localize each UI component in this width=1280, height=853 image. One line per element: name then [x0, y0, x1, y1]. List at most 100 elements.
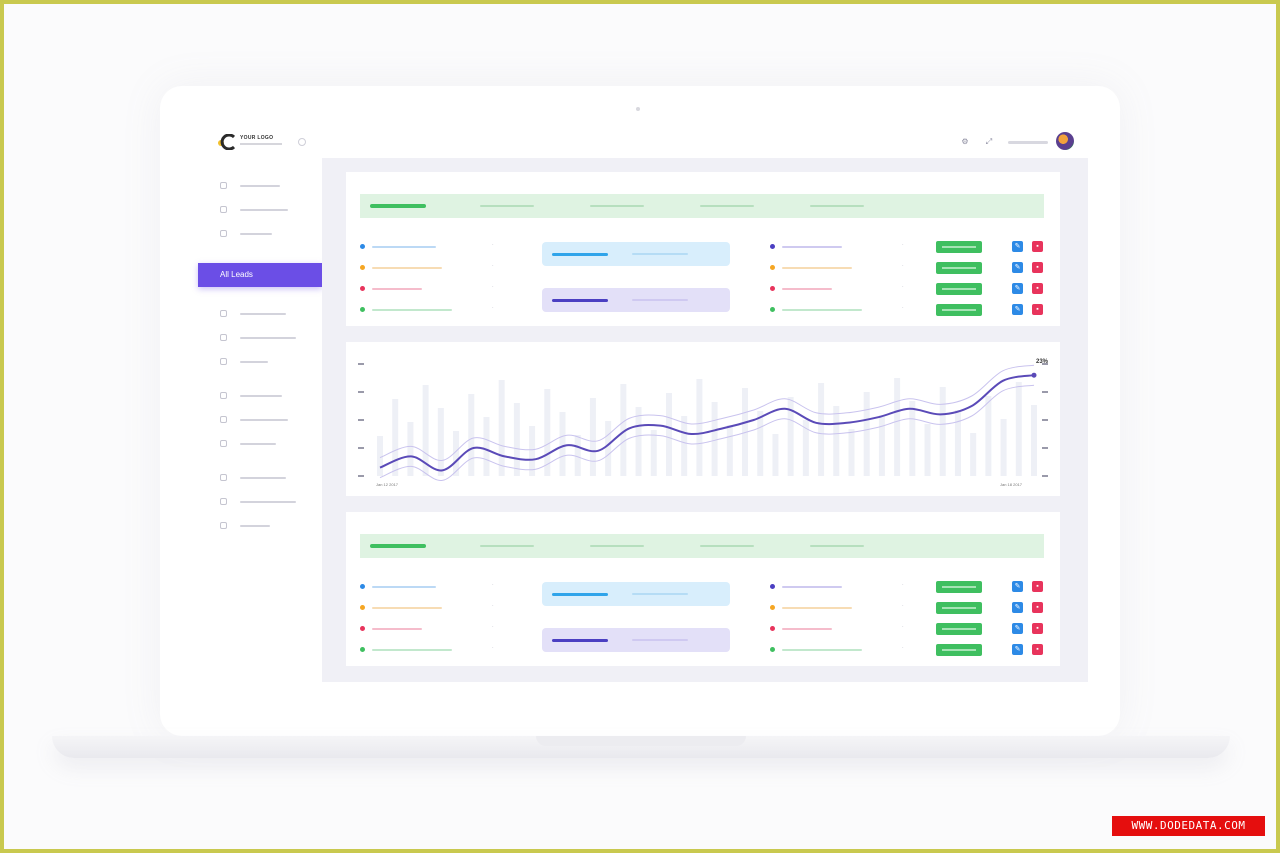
- x-end-label: Jan 18 2017: [1000, 482, 1023, 487]
- tab[interactable]: [810, 545, 864, 547]
- status-badge[interactable]: [936, 602, 982, 614]
- chart-background-bar: [742, 388, 749, 476]
- chart-background-bar: [422, 385, 429, 476]
- row-value: ·: [902, 582, 904, 588]
- pill-label: [632, 253, 688, 255]
- chart-background-bar: [726, 425, 733, 476]
- watermark: WWW.DODEDATA.COM: [1112, 816, 1265, 836]
- tab[interactable]: [590, 205, 644, 207]
- sidebar-item[interactable]: [220, 332, 320, 344]
- sidebar-item[interactable]: [220, 390, 320, 402]
- menu-toggle-icon[interactable]: [298, 138, 306, 146]
- chart-background-bar: [392, 399, 399, 476]
- y-tick: [1042, 363, 1048, 365]
- pill-bar: [552, 593, 608, 596]
- tab[interactable]: [480, 205, 534, 207]
- status-dot: [360, 307, 365, 312]
- edit-icon[interactable]: ✎: [1012, 602, 1023, 613]
- delete-icon[interactable]: ▪: [1032, 623, 1043, 634]
- row-value: ·: [902, 624, 904, 630]
- list-item: ·: [770, 603, 920, 613]
- edit-icon[interactable]: ✎: [1012, 304, 1023, 315]
- chart-background-bar: [696, 379, 703, 476]
- edit-icon[interactable]: ✎: [1012, 262, 1023, 273]
- avatar[interactable]: [1056, 132, 1074, 150]
- tab[interactable]: [590, 545, 644, 547]
- sidebar-item[interactable]: [220, 520, 320, 532]
- chart-background-bar: [498, 380, 505, 476]
- list-item: ·: [770, 624, 920, 634]
- tab[interactable]: [700, 205, 754, 207]
- tab[interactable]: [810, 205, 864, 207]
- status-dot: [770, 626, 775, 631]
- sidebar-item[interactable]: [220, 356, 320, 368]
- list-item: ·: [770, 263, 920, 273]
- row-value: ·: [902, 603, 904, 609]
- tab-active[interactable]: [370, 204, 426, 208]
- sidebar-item[interactable]: [220, 204, 320, 216]
- delete-icon[interactable]: ▪: [1032, 241, 1043, 252]
- gear-icon[interactable]: ⚙: [961, 137, 969, 146]
- row-label: [782, 267, 852, 269]
- row-value: ·: [492, 624, 494, 630]
- row-value: ·: [902, 242, 904, 248]
- sidebar-item[interactable]: [220, 228, 320, 240]
- delete-icon[interactable]: ▪: [1032, 262, 1043, 273]
- user-name[interactable]: [1008, 141, 1048, 144]
- delete-icon[interactable]: ▪: [1032, 304, 1043, 315]
- sidebar-item-all-leads[interactable]: All Leads: [198, 263, 322, 287]
- status-badge-label: [942, 586, 976, 588]
- edit-icon[interactable]: ✎: [1012, 581, 1023, 592]
- y-tick: [358, 419, 364, 421]
- sidebar-item[interactable]: [220, 308, 320, 320]
- nav-item-label: [240, 525, 270, 527]
- tab[interactable]: [480, 545, 534, 547]
- nav-item-icon: [220, 358, 227, 365]
- leads-card-top: · · · · · · · · ✎ ▪ ✎ ▪ ✎ ▪ ✎ ▪: [346, 172, 1060, 326]
- status-badge[interactable]: [936, 304, 982, 316]
- edit-icon[interactable]: ✎: [1012, 623, 1023, 634]
- list-item: ·: [360, 582, 510, 592]
- row-label: [782, 309, 862, 311]
- row-label: [372, 628, 422, 630]
- edit-icon[interactable]: ✎: [1012, 241, 1023, 252]
- sidebar-item[interactable]: [220, 438, 320, 450]
- nav-item-icon: [220, 416, 227, 423]
- y-tick: [358, 447, 364, 449]
- sidebar-item[interactable]: [220, 414, 320, 426]
- delete-icon[interactable]: ▪: [1032, 602, 1043, 613]
- status-badge[interactable]: [936, 581, 982, 593]
- app-screen: YOUR LOGO ⚙ ⤢ All Leads: [198, 128, 1088, 684]
- expand-icon[interactable]: ⤢: [985, 137, 993, 146]
- logo-text: YOUR LOGO: [240, 135, 274, 141]
- status-badge[interactable]: [936, 283, 982, 295]
- summary-pill-blue: [542, 582, 730, 606]
- edit-icon[interactable]: ✎: [1012, 644, 1023, 655]
- delete-icon[interactable]: ▪: [1032, 283, 1043, 294]
- edit-icon[interactable]: ✎: [1012, 283, 1023, 294]
- delete-icon[interactable]: ▪: [1032, 644, 1043, 655]
- row-label: [372, 607, 442, 609]
- chart-background-bar: [605, 421, 612, 476]
- chart-background-bar: [787, 397, 794, 476]
- x-start-label: Jan 12 2017: [376, 482, 399, 487]
- chart-background-bar: [985, 396, 992, 476]
- tab-active[interactable]: [370, 544, 426, 548]
- status-badge[interactable]: [936, 262, 982, 274]
- status-badge-label: [942, 309, 976, 311]
- chart-background-bar: [483, 417, 490, 476]
- chart-background-bar: [529, 426, 536, 476]
- chart-band-line: [379, 384, 1035, 481]
- status-badge[interactable]: [936, 644, 982, 656]
- sidebar-item[interactable]: [220, 472, 320, 484]
- status-badge[interactable]: [936, 623, 982, 635]
- chart-end-label: 23%: [1036, 359, 1049, 365]
- row-value: ·: [902, 284, 904, 290]
- status-badge[interactable]: [936, 241, 982, 253]
- sidebar-item[interactable]: [220, 180, 320, 192]
- tab[interactable]: [700, 545, 754, 547]
- row-label: [372, 586, 436, 588]
- list-item: ·: [360, 603, 510, 613]
- delete-icon[interactable]: ▪: [1032, 581, 1043, 592]
- sidebar-item[interactable]: [220, 496, 320, 508]
